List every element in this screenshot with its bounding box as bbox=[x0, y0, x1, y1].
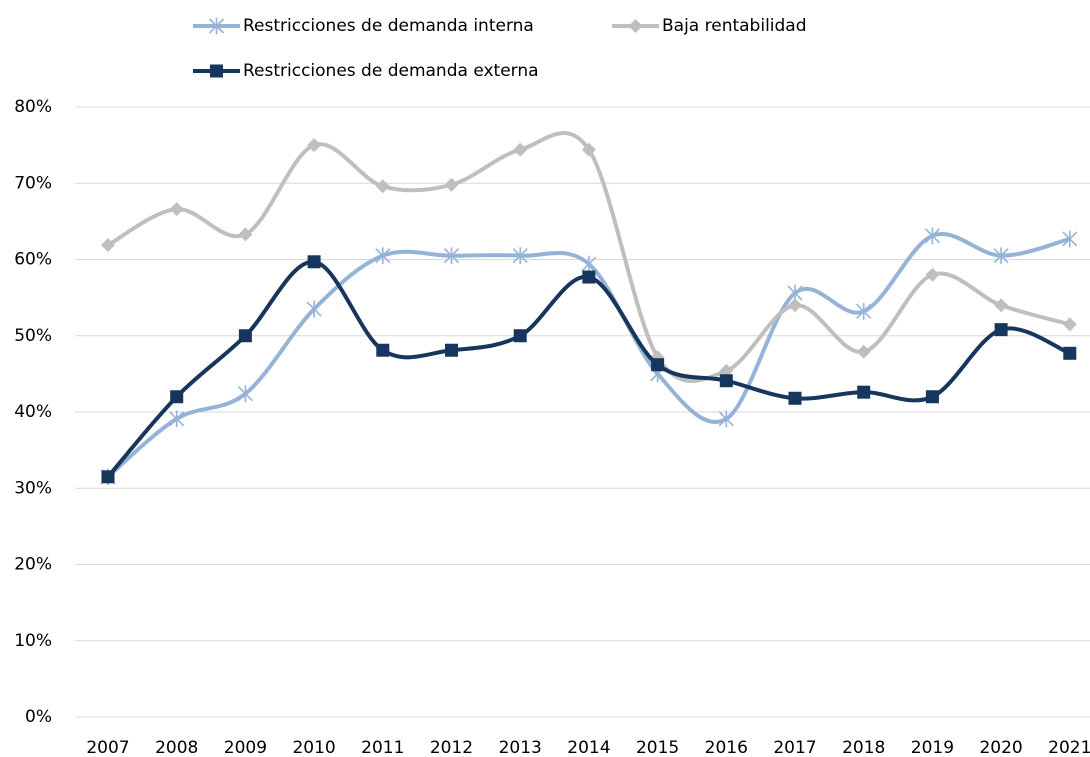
marker bbox=[788, 391, 802, 405]
marker bbox=[210, 64, 223, 78]
marker bbox=[238, 227, 253, 242]
marker bbox=[994, 323, 1008, 337]
marker bbox=[238, 329, 252, 343]
series bbox=[101, 255, 1077, 484]
marker bbox=[443, 247, 460, 265]
marker bbox=[925, 267, 940, 282]
marker bbox=[719, 374, 733, 388]
marker bbox=[1062, 317, 1077, 332]
y-tick-label: 10% bbox=[14, 631, 52, 651]
legend-item: Restricciones de demanda interna bbox=[193, 16, 534, 36]
marker bbox=[581, 255, 597, 273]
legend-item: Baja rentabilidad bbox=[612, 16, 807, 36]
x-tick-label: 2017 bbox=[773, 738, 816, 757]
legend-label: Restricciones de demanda interna bbox=[243, 16, 534, 36]
y-tick-label: 30% bbox=[14, 478, 52, 498]
legend-label: Baja rentabilidad bbox=[662, 16, 807, 36]
marker bbox=[993, 247, 1009, 265]
marker bbox=[101, 238, 115, 253]
marker bbox=[582, 270, 596, 284]
marker bbox=[856, 344, 871, 359]
x-tick-label: 2009 bbox=[224, 738, 267, 757]
legend-label: Restricciones de demanda externa bbox=[243, 61, 539, 81]
marker bbox=[651, 358, 665, 372]
x-tick-label: 2020 bbox=[979, 738, 1022, 757]
line bbox=[106, 259, 1071, 479]
marker bbox=[856, 302, 872, 320]
x-tick-label: 2012 bbox=[430, 738, 473, 757]
marker bbox=[1062, 230, 1078, 248]
marker bbox=[628, 19, 643, 33]
legend-item: Restricciones de demanda externa bbox=[193, 61, 539, 81]
y-tick-label: 0% bbox=[25, 707, 52, 727]
x-tick-label: 2019 bbox=[911, 738, 954, 757]
x-tick-label: 2011 bbox=[361, 738, 404, 757]
marker bbox=[857, 385, 871, 399]
x-tick-label: 2021 bbox=[1048, 738, 1090, 757]
x-tick-label: 2008 bbox=[155, 738, 198, 757]
marker bbox=[1063, 346, 1077, 360]
marker bbox=[237, 385, 253, 403]
series bbox=[100, 227, 1078, 486]
y-tick-label: 20% bbox=[14, 555, 52, 575]
marker bbox=[375, 247, 391, 265]
marker bbox=[375, 179, 390, 194]
x-tick-label: 2018 bbox=[842, 738, 885, 757]
y-tick-label: 80% bbox=[14, 97, 52, 117]
y-tick-label: 50% bbox=[14, 326, 52, 346]
x-tick-label: 2010 bbox=[292, 738, 335, 757]
series bbox=[101, 130, 1077, 384]
marker bbox=[513, 329, 527, 343]
marker bbox=[994, 298, 1009, 313]
marker bbox=[169, 202, 184, 217]
marker bbox=[925, 390, 939, 404]
marker bbox=[924, 227, 940, 245]
marker bbox=[445, 343, 458, 357]
marker bbox=[101, 470, 115, 484]
marker bbox=[788, 298, 802, 313]
line bbox=[107, 130, 1071, 384]
x-tick-label: 2007 bbox=[86, 738, 129, 757]
marker bbox=[512, 247, 528, 265]
marker bbox=[581, 142, 596, 157]
marker bbox=[307, 138, 322, 153]
marker bbox=[376, 343, 390, 357]
x-tick-label: 2016 bbox=[705, 738, 748, 757]
x-tick-label: 2015 bbox=[636, 738, 679, 757]
y-tick-label: 70% bbox=[14, 173, 52, 193]
marker bbox=[306, 300, 322, 318]
marker bbox=[307, 255, 321, 269]
marker bbox=[208, 17, 225, 35]
marker bbox=[718, 410, 734, 428]
x-tick-label: 2013 bbox=[499, 738, 542, 757]
marker bbox=[169, 410, 185, 428]
y-tick-label: 60% bbox=[14, 250, 52, 270]
marker bbox=[170, 390, 184, 404]
y-tick-label: 40% bbox=[14, 402, 52, 422]
marker bbox=[444, 177, 459, 192]
x-tick-label: 2014 bbox=[567, 738, 610, 757]
marker bbox=[513, 142, 528, 157]
